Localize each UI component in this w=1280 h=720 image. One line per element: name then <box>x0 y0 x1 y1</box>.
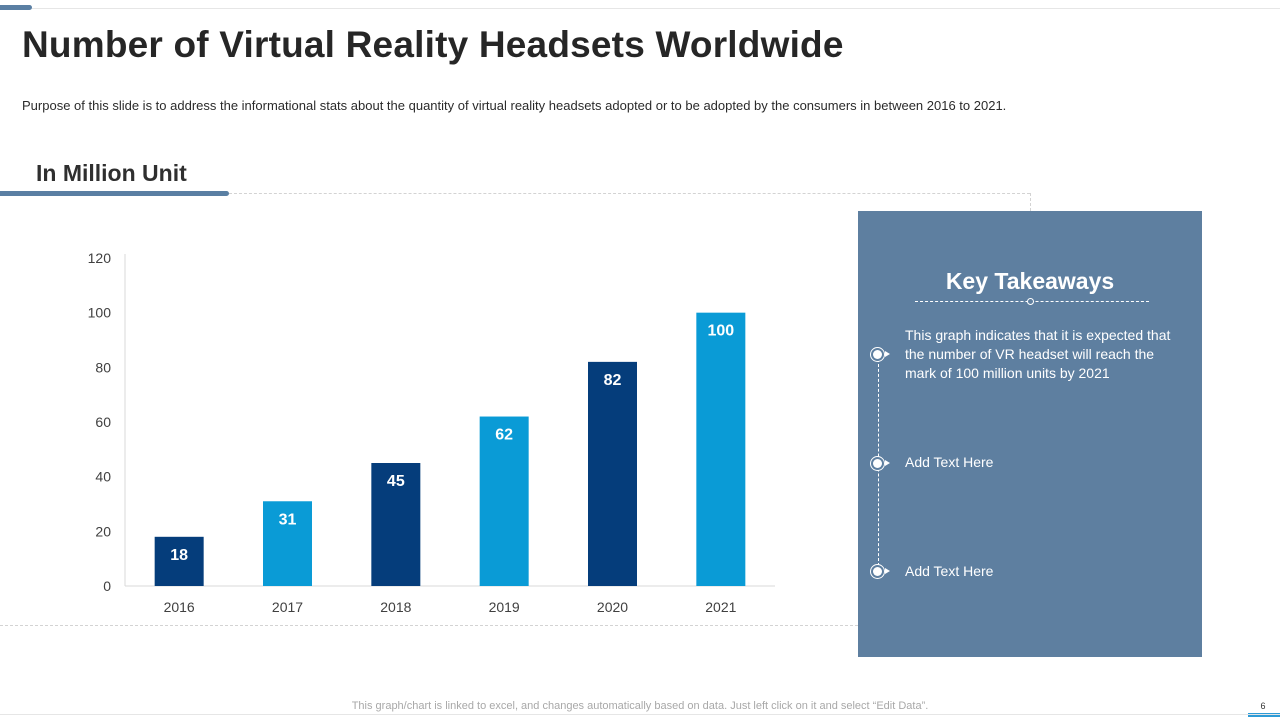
bottom-divider <box>0 714 1280 715</box>
x-tick-label: 2021 <box>705 599 736 615</box>
bar-data-label: 62 <box>495 427 513 444</box>
bar <box>696 312 746 586</box>
bar <box>588 361 637 586</box>
x-tick-label: 2020 <box>597 599 628 615</box>
key-takeaways-title: Key Takeaways <box>945 268 1115 294</box>
y-tick-label: 40 <box>95 469 111 485</box>
bar-data-label: 31 <box>279 511 297 528</box>
bar <box>263 501 312 586</box>
section-underline-bar <box>0 191 229 196</box>
x-tick-label: 2017 <box>272 599 303 615</box>
takeaway-item-2: Add Text Here <box>905 454 994 470</box>
footer-note: This graph/chart is linked to excel, and… <box>351 700 929 712</box>
dashed-divider-bottom <box>0 625 858 626</box>
dashed-divider-vertical <box>1030 193 1031 211</box>
arrow-right-icon <box>885 568 890 574</box>
x-tick-label: 2016 <box>164 599 195 615</box>
page-title: Number of Virtual Reality Headsets World… <box>22 24 844 65</box>
bar-data-label: 82 <box>604 372 622 389</box>
y-tick-label: 120 <box>88 250 112 266</box>
dashed-divider-top <box>229 193 1030 194</box>
top-divider <box>32 8 1280 9</box>
timeline-node-icon <box>873 350 882 359</box>
page-accent-bar <box>1248 713 1280 717</box>
x-tick-label: 2018 <box>380 599 411 615</box>
top-accent-bar <box>0 5 32 10</box>
bar-data-label: 100 <box>707 323 734 340</box>
bar-data-label: 18 <box>170 547 188 564</box>
key-takeaways-panel: Key Takeaways This graph indicates that … <box>858 211 1202 657</box>
bar-data-label: 45 <box>387 473 405 490</box>
y-tick-label: 60 <box>95 414 111 430</box>
bar <box>479 416 529 586</box>
arrow-right-icon <box>885 460 890 466</box>
takeaway-item-1: This graph indicates that it is expected… <box>905 327 1171 381</box>
y-tick-label: 0 <box>103 578 111 594</box>
timeline-node-icon <box>873 459 882 468</box>
y-tick-label: 100 <box>88 305 112 321</box>
bar <box>371 463 421 586</box>
x-tick-label: 2019 <box>489 599 520 615</box>
timeline-node-icon <box>873 567 882 576</box>
bar-chart[interactable]: 0 20 40 60 80 100 120 18 2016 31 2017 45 2018 62 2019 8… <box>60 240 790 625</box>
takeaway-item-3: Add Text Here <box>905 563 994 579</box>
bar <box>154 536 204 586</box>
y-tick-label: 20 <box>95 523 111 539</box>
slide-description: Purpose of this slide is to address the … <box>22 98 1007 113</box>
section-title: In Million Unit <box>36 160 187 186</box>
underline-dot-icon <box>1027 298 1034 305</box>
y-tick-label: 80 <box>95 359 111 375</box>
page-number: 6 <box>1260 701 1266 711</box>
arrow-right-icon <box>885 351 890 357</box>
